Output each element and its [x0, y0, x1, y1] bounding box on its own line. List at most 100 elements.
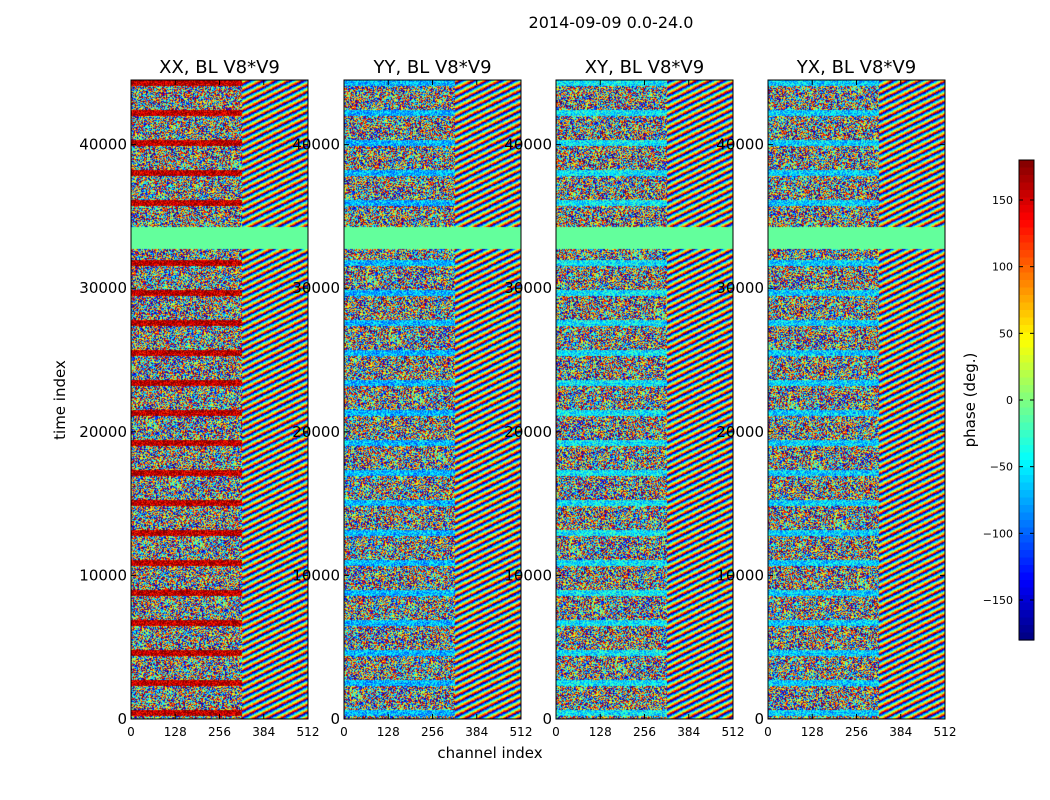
y-tick-label: 10000: [79, 566, 127, 584]
colorbar-segment: [1019, 610, 1034, 619]
x-tick-label: 0: [552, 725, 560, 739]
colorbar-segment: [1019, 625, 1034, 634]
colorbar-segment: [1019, 250, 1034, 259]
colorbar-segment: [1019, 497, 1034, 506]
panels-group: XX, BL V8*V9 0 128 256 384 512 0 10000 20000 3000…: [79, 57, 956, 739]
colorbar-tick-label: 100: [992, 261, 1013, 274]
colorbar-tick-label: −100: [983, 527, 1013, 540]
y-tick-label: 0: [117, 710, 127, 728]
colorbar-segment: [1019, 310, 1034, 319]
colorbar-segment: [1019, 580, 1034, 589]
y-tick-label: 40000: [504, 136, 552, 154]
colorbar-segment: [1019, 355, 1034, 364]
colorbar-segment: [1019, 565, 1034, 574]
colorbar-tick-label: 150: [992, 194, 1013, 207]
panel-3: XY, BL V8*V9 0 128 256 384 512 0 10000 20000 3000…: [504, 57, 744, 739]
colorbar-tick-label: −50: [990, 461, 1013, 474]
phase-heatmap: [344, 80, 521, 719]
colorbar-segment: [1019, 182, 1034, 191]
y-tick-label: 10000: [504, 566, 552, 584]
y-tick-label: 20000: [504, 423, 552, 441]
y-tick-label: 40000: [716, 136, 764, 154]
colorbar-segment: [1019, 227, 1034, 236]
colorbar-segment: [1019, 272, 1034, 281]
colorbar-segment: [1019, 490, 1034, 499]
panel-title: XY, BL V8*V9: [585, 57, 704, 78]
colorbar-segment: [1019, 242, 1034, 251]
colorbar-segment: [1019, 167, 1034, 176]
y-tick-label: 20000: [292, 423, 340, 441]
colorbar-tick-label: −150: [983, 594, 1013, 607]
panel-title: XX, BL V8*V9: [159, 57, 280, 78]
colorbar-segment: [1019, 212, 1034, 221]
panel-title: YX, BL V8*V9: [796, 57, 916, 78]
y-tick-label: 20000: [716, 423, 764, 441]
y-tick-label: 30000: [292, 279, 340, 297]
colorbar-segment: [1019, 280, 1034, 289]
y-tick-label: 30000: [504, 279, 552, 297]
y-tick-label: 40000: [292, 136, 340, 154]
colorbar-segment: [1019, 430, 1034, 439]
x-tick-label: 512: [297, 725, 320, 739]
x-tick-label: 128: [589, 725, 612, 739]
colorbar-segment: [1019, 512, 1034, 521]
colorbar-segment: [1019, 317, 1034, 326]
colorbar-segment: [1019, 302, 1034, 311]
x-tick-label: 0: [127, 725, 135, 739]
colorbar-segment: [1019, 392, 1034, 401]
colorbar-segment: [1019, 632, 1034, 641]
panel-2: YY, BL V8*V9 0 128 256 384 512 0 10000 20000 3000…: [292, 57, 532, 739]
colorbar-segment: [1019, 257, 1034, 266]
colorbar-label: phase (deg.): [961, 353, 979, 448]
colorbar-segment: [1019, 572, 1034, 581]
x-tick-label: 512: [510, 725, 533, 739]
colorbar-segment: [1019, 332, 1034, 341]
y-tick-label: 0: [330, 710, 340, 728]
x-axis-label: channel index: [437, 744, 542, 762]
colorbar-segment: [1019, 527, 1034, 536]
colorbar-segment: [1019, 347, 1034, 356]
colorbar-segment: [1019, 235, 1034, 244]
x-tick-label: 128: [164, 725, 187, 739]
colorbar: −150 −100 −50 0 50 100 150: [983, 159, 1035, 641]
x-tick-label: 384: [465, 725, 488, 739]
x-tick-label: 128: [377, 725, 400, 739]
figure-title: 2014-09-09 0.0-24.0: [529, 13, 694, 32]
phase-heatmap: [556, 80, 733, 719]
colorbar-segment: [1019, 197, 1034, 206]
colorbar-segment: [1019, 175, 1034, 184]
colorbar-segment: [1019, 377, 1034, 386]
y-tick-label: 30000: [79, 279, 127, 297]
colorbar-segment: [1019, 385, 1034, 394]
colorbar-segment: [1019, 205, 1034, 214]
phase-heatmap: [131, 80, 308, 719]
colorbar-segment: [1019, 400, 1034, 409]
colorbar-segment: [1019, 265, 1034, 274]
colorbar-segment: [1019, 422, 1034, 431]
colorbar-segment: [1019, 370, 1034, 379]
colorbar-segment: [1019, 587, 1034, 596]
colorbar-segment: [1019, 325, 1034, 334]
panel-title: YY, BL V8*V9: [372, 57, 491, 78]
colorbar-segment: [1019, 460, 1034, 469]
phase-heatmap: [768, 80, 945, 719]
colorbar-segment: [1019, 190, 1034, 199]
colorbar-segment: [1019, 482, 1034, 491]
y-tick-label: 10000: [292, 566, 340, 584]
colorbar-segment: [1019, 445, 1034, 454]
colorbar-tick-label: 50: [999, 327, 1013, 340]
colorbar-segment: [1019, 505, 1034, 514]
x-tick-label: 128: [801, 725, 824, 739]
y-axis-label: time index: [51, 360, 69, 440]
colorbar-segment: [1019, 542, 1034, 551]
colorbar-segment: [1019, 467, 1034, 476]
x-tick-label: 256: [845, 725, 868, 739]
x-tick-label: 0: [340, 725, 348, 739]
y-tick-label: 20000: [79, 423, 127, 441]
colorbar-segment: [1019, 362, 1034, 371]
colorbar-segment: [1019, 452, 1034, 461]
x-tick-label: 0: [764, 725, 772, 739]
panel-4: YX, BL V8*V9 0 128 256 384 512 0 10000 20000 3000…: [716, 57, 956, 739]
colorbar-segment: [1019, 617, 1034, 626]
colorbar-segment: [1019, 520, 1034, 529]
